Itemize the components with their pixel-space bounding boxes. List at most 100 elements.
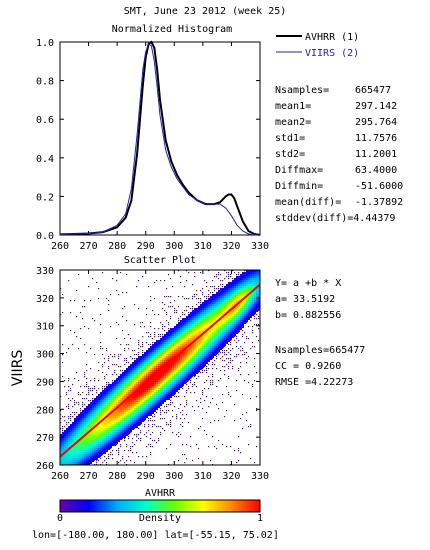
- density-cell: [206, 372, 208, 374]
- density-cell: [190, 354, 192, 356]
- density-cell: [116, 322, 118, 324]
- density-cell: [238, 354, 240, 356]
- density-cell: [142, 370, 144, 372]
- density-cell: [172, 346, 174, 348]
- density-cell: [154, 352, 156, 354]
- density-cell: [78, 442, 80, 444]
- density-cell: [172, 306, 174, 308]
- density-cell: [160, 374, 162, 376]
- density-cell: [114, 418, 116, 420]
- density-cell: [62, 444, 64, 446]
- density-cell: [192, 346, 194, 348]
- density-cell: [76, 420, 78, 422]
- density-cell: [108, 438, 110, 440]
- density-cell: [124, 426, 126, 428]
- density-cell: [188, 342, 190, 344]
- stat-row: mean2= 295.764: [275, 117, 397, 129]
- density-cell: [186, 336, 188, 338]
- density-cell: [186, 358, 188, 360]
- density-cell: [112, 386, 114, 388]
- density-cell: [186, 322, 188, 324]
- density-cell: [136, 380, 138, 382]
- density-cell: [148, 390, 150, 392]
- histogram-x-tick-label: 280: [108, 241, 126, 252]
- density-cell: [154, 332, 156, 334]
- density-cell: [248, 274, 250, 276]
- density-cell: [64, 432, 66, 434]
- density-cell: [170, 296, 172, 298]
- density-cell: [98, 404, 100, 406]
- density-cell: [128, 348, 130, 350]
- density-cell: [160, 408, 162, 410]
- density-cell: [112, 430, 114, 432]
- density-cell: [148, 426, 150, 428]
- density-cell: [96, 404, 98, 406]
- density-cell: [114, 382, 116, 384]
- density-cell: [122, 390, 124, 392]
- density-cell: [172, 388, 174, 390]
- density-cell: [236, 390, 238, 392]
- density-cell: [234, 404, 236, 406]
- density-cell: [212, 358, 214, 360]
- density-cell: [126, 388, 128, 390]
- density-cell: [148, 394, 150, 396]
- density-cell: [206, 346, 208, 348]
- density-cell: [136, 360, 138, 362]
- density-cell: [126, 416, 128, 418]
- density-cell: [218, 420, 220, 422]
- density-cell: [122, 456, 124, 458]
- density-cell: [232, 298, 234, 300]
- density-cell: [60, 458, 62, 460]
- density-cell: [176, 372, 178, 374]
- density-cell: [254, 292, 256, 294]
- scatter-x-tick-label: 330: [251, 471, 269, 482]
- density-cell: [152, 446, 154, 448]
- density-cell: [122, 422, 124, 424]
- density-cell: [114, 404, 116, 406]
- density-cell: [154, 382, 156, 384]
- density-cell: [146, 446, 148, 448]
- density-cell: [98, 396, 100, 398]
- density-cell: [128, 432, 130, 434]
- density-cell: [226, 314, 228, 316]
- density-cell: [242, 322, 244, 324]
- density-cell: [232, 284, 234, 286]
- density-cell: [208, 318, 210, 320]
- density-cell: [186, 332, 188, 334]
- density-cell: [182, 374, 184, 376]
- density-cell: [96, 396, 98, 398]
- density-cell: [82, 318, 84, 320]
- density-cell: [206, 320, 208, 322]
- density-cell: [192, 370, 194, 372]
- density-cell: [72, 426, 74, 428]
- density-cell: [124, 396, 126, 398]
- density-cell: [176, 384, 178, 386]
- density-cell: [170, 302, 172, 304]
- density-cell: [112, 450, 114, 452]
- density-cell: [66, 440, 68, 442]
- density-cell: [220, 304, 222, 306]
- density-cell: [224, 340, 226, 342]
- density-cell: [86, 364, 88, 366]
- density-cell: [148, 410, 150, 412]
- density-cell: [102, 432, 104, 434]
- density-cell: [146, 436, 148, 438]
- density-cell: [118, 390, 120, 392]
- density-cell: [214, 286, 216, 288]
- density-cell: [62, 428, 64, 430]
- density-cell: [222, 334, 224, 336]
- density-cell: [94, 398, 96, 400]
- density-cell: [78, 394, 80, 396]
- density-cell: [108, 358, 110, 360]
- density-cell: [206, 348, 208, 350]
- density-cell: [124, 462, 126, 464]
- density-cell: [182, 386, 184, 388]
- density-cell: [94, 436, 96, 438]
- density-cell: [222, 402, 224, 404]
- density-cell: [182, 352, 184, 354]
- density-cell: [174, 368, 176, 370]
- density-cell: [136, 374, 138, 376]
- density-cell: [214, 302, 216, 304]
- density-cell: [122, 376, 124, 378]
- density-cell: [96, 390, 98, 392]
